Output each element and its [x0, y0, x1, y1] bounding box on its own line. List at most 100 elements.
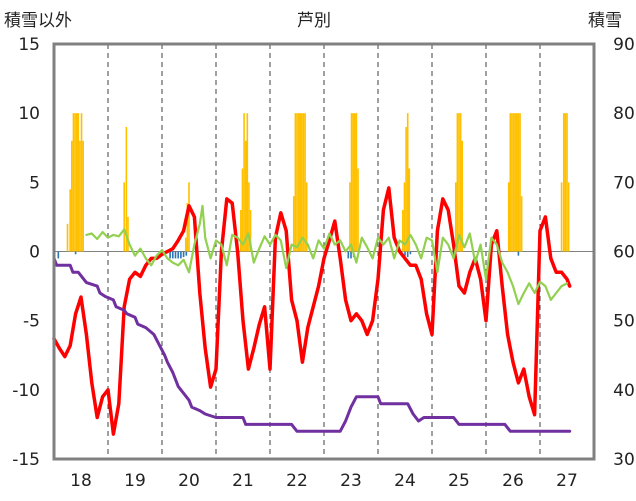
bar — [171, 251, 174, 259]
y-left-tick-label: 5 — [29, 173, 40, 193]
bar — [125, 127, 128, 252]
x-tick-label: 27 — [556, 471, 578, 491]
red-series-line — [52, 186, 572, 436]
bar — [302, 113, 305, 252]
bar — [402, 210, 404, 252]
bar — [404, 251, 406, 256]
bar — [72, 113, 75, 252]
bar — [240, 210, 242, 252]
bar — [517, 251, 520, 256]
bar — [409, 251, 412, 255]
bar — [560, 182, 563, 252]
bar — [74, 113, 76, 252]
bar — [57, 251, 60, 259]
bar — [353, 113, 356, 252]
y-right-tick-label: 50 — [613, 312, 635, 332]
bar — [243, 113, 245, 252]
x-tick-label: 19 — [124, 471, 146, 491]
bar — [169, 251, 171, 259]
bar — [180, 251, 182, 259]
bar — [80, 113, 83, 252]
bar — [177, 251, 180, 259]
bar — [299, 113, 302, 252]
bar — [514, 113, 516, 252]
bar — [174, 251, 177, 259]
bar — [123, 182, 126, 252]
bar — [403, 182, 406, 252]
green-series-line — [85, 204, 569, 306]
y-left-tick-label: 0 — [29, 243, 40, 263]
y-right-title: 積雪 — [588, 11, 622, 31]
bar — [347, 251, 350, 259]
bar — [405, 127, 407, 252]
x-tick-label: 26 — [502, 471, 524, 491]
bar — [349, 182, 351, 252]
x-tick-label: 18 — [70, 471, 92, 491]
bar — [184, 237, 187, 252]
bar — [185, 251, 188, 256]
bar — [507, 182, 510, 252]
bar — [458, 113, 460, 252]
bar — [509, 113, 512, 252]
bar — [519, 113, 521, 252]
bar — [82, 140, 84, 252]
bar — [69, 189, 72, 252]
bar — [186, 203, 189, 252]
y-right-tick-label: 80 — [613, 104, 635, 124]
bar — [188, 182, 190, 252]
x-tick-label: 25 — [448, 471, 470, 491]
bar — [461, 140, 464, 252]
bar — [408, 168, 411, 252]
bar — [182, 251, 185, 258]
y-right-tick-label: 60 — [613, 243, 635, 263]
bar — [294, 113, 297, 252]
bar — [305, 182, 308, 252]
bar — [357, 168, 359, 252]
bar — [241, 168, 244, 252]
bar — [511, 113, 513, 252]
bar — [406, 113, 409, 252]
x-tick-label: 23 — [340, 471, 362, 491]
bar — [292, 196, 295, 252]
bar — [350, 251, 352, 259]
y-left-tick-label: 15 — [18, 35, 40, 55]
y-right-tick-label: 90 — [613, 35, 635, 55]
bar — [66, 223, 69, 252]
x-tick-label: 22 — [286, 471, 308, 491]
bar — [127, 216, 129, 252]
bar — [517, 113, 520, 252]
purple-series-line — [52, 256, 572, 433]
y-left-tick-label: -10 — [12, 381, 40, 401]
bar — [75, 113, 78, 252]
bar — [454, 182, 457, 252]
bar — [74, 251, 77, 255]
bar — [350, 113, 353, 252]
bar — [352, 113, 354, 252]
bar — [520, 196, 523, 252]
y-right-tick-label: 30 — [613, 450, 635, 470]
bar — [459, 113, 462, 252]
bar — [77, 113, 80, 252]
bar — [562, 113, 565, 252]
bar — [246, 113, 249, 252]
x-tick-label: 20 — [178, 471, 200, 491]
chart-title: 芦別 — [297, 11, 331, 31]
bar — [297, 113, 300, 252]
bar — [456, 113, 459, 252]
bar — [515, 113, 518, 252]
bar — [567, 182, 570, 252]
bar — [249, 210, 252, 252]
bar — [71, 140, 73, 252]
bar — [244, 140, 247, 252]
y-right-tick-label: 40 — [613, 381, 635, 401]
x-tick-label: 21 — [232, 471, 254, 491]
y-right-tick-label: 70 — [613, 173, 635, 193]
bar — [248, 182, 250, 252]
bar — [564, 113, 567, 252]
x-tick-label: 24 — [394, 471, 416, 491]
bar — [304, 113, 306, 252]
y-left-tick-label: -15 — [12, 450, 40, 470]
y-left-title: 積雪以外 — [4, 11, 72, 31]
bar — [301, 113, 303, 252]
